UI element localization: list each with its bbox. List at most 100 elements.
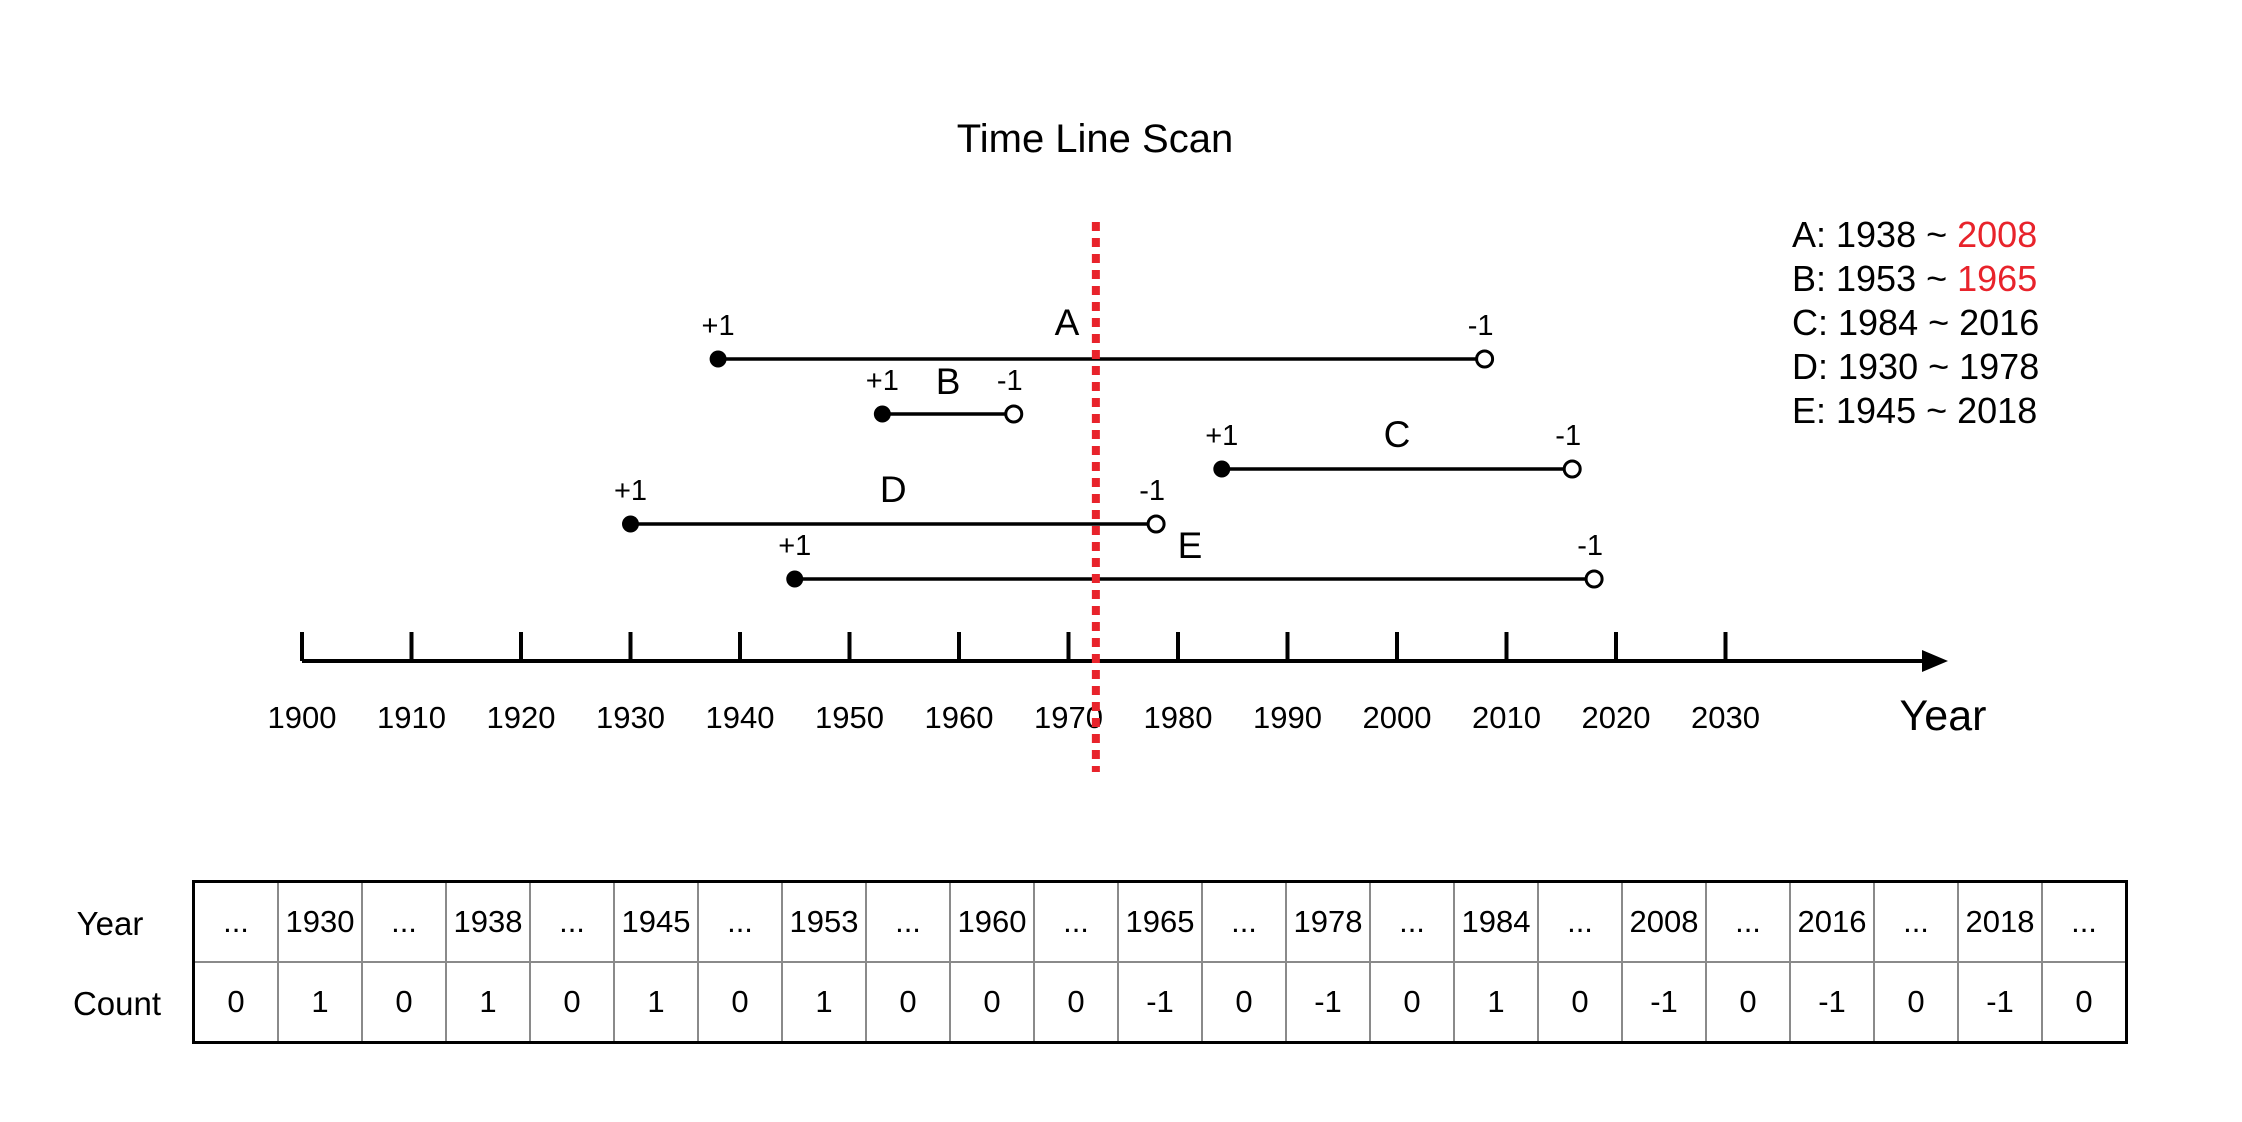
interval-name-label: C	[1384, 414, 1411, 455]
count-cell: 0	[697, 961, 783, 1044]
legend-item-end: 2018	[1957, 390, 2037, 431]
count-cell: 0	[1705, 961, 1791, 1044]
axis-tick-label: 2000	[1363, 700, 1432, 735]
year-cell: ...	[1873, 880, 1959, 963]
axis-tick-label: 2020	[1582, 700, 1651, 735]
axis-tick-label: 1910	[377, 700, 446, 735]
start-point-filled-icon	[873, 405, 891, 423]
year-row: ... 1930... 1938... 1945... 1953... 1960... 19…	[192, 880, 2128, 963]
start-point-filled-icon	[622, 515, 639, 533]
year-cell: 1930	[277, 880, 363, 963]
start-sign-label: +1	[866, 365, 899, 397]
legend-item-prefix: E: 1945 ~	[1792, 390, 1957, 431]
year-cell: 2008	[1621, 880, 1707, 963]
count-row: 0 1 0 1 0 1 0 1 0 0 0 -1 0 -1 0 1 0 -1 0 -1 0 -1 0	[192, 961, 2128, 1044]
count-cell: -1	[1285, 961, 1371, 1044]
year-cell: 1945	[613, 880, 699, 963]
interval-d: +1 -1 D	[614, 469, 1166, 534]
axis-tick-label: 1980	[1144, 700, 1213, 735]
axis-tick-label: 1960	[925, 700, 994, 735]
end-sign-label: -1	[1468, 310, 1494, 342]
count-cell: -1	[1957, 961, 2043, 1044]
count-cell: 0	[361, 961, 447, 1044]
year-cell: 1960	[949, 880, 1035, 963]
year-cell: 2018	[1957, 880, 2043, 963]
legend-item: C: 1984 ~ 2016	[1792, 302, 2039, 343]
count-table: ... 1930... 1938... 1945... 1953... 1960... 19…	[192, 880, 2128, 1044]
year-cell: 1984	[1453, 880, 1539, 963]
end-sign-label: -1	[1139, 475, 1165, 507]
end-sign-label: -1	[997, 365, 1023, 397]
legend-item-end: 1965	[1957, 258, 2037, 299]
count-cell: 0	[1201, 961, 1287, 1044]
diagram-title: Time Line Scan	[957, 117, 1233, 161]
end-sign-label: -1	[1555, 420, 1581, 452]
legend-item-prefix: D: 1930 ~	[1792, 346, 1959, 387]
interval-c: +1 -1 C	[1205, 414, 1582, 479]
start-point-filled-icon	[1213, 460, 1231, 478]
axis-tick-label: 1950	[815, 700, 884, 735]
legend-item-end: 2016	[1959, 302, 2039, 343]
year-cell: ...	[361, 880, 447, 963]
count-cell: -1	[1621, 961, 1707, 1044]
timeline-diagram: Time Line Scan 1900 1910 1920 1930 1940 1950 1…	[268, 117, 2039, 772]
axis-label: Year	[1900, 692, 1987, 740]
legend-item: A: 1938 ~ 2008	[1792, 214, 2037, 255]
count-cell: 1	[445, 961, 531, 1044]
start-point-filled-icon	[786, 570, 804, 588]
axis-arrow-icon	[1922, 650, 1948, 672]
year-cell: 1953	[781, 880, 867, 963]
year-cell: 1978	[1285, 880, 1371, 963]
intervals: +1 -1 A +1 -1 B +1 -1 C +1 -1 D +1 -1 E	[614, 302, 1604, 589]
start-sign-label: +1	[702, 310, 735, 342]
count-cell: -1	[1789, 961, 1875, 1044]
start-point-filled-icon	[709, 350, 727, 368]
axis-tick-label: 1940	[706, 700, 775, 735]
axis-tick-label: 1990	[1253, 700, 1322, 735]
legend-item: E: 1945 ~ 2018	[1792, 390, 2037, 431]
count-cell: 0	[865, 961, 951, 1044]
count-cell: -1	[1117, 961, 1203, 1044]
year-cell: ...	[1537, 880, 1623, 963]
year-cell: ...	[529, 880, 615, 963]
year-cell: ...	[865, 880, 951, 963]
year-cell: ...	[192, 880, 279, 963]
legend-item-prefix: A: 1938 ~	[1792, 214, 1957, 255]
start-sign-label: +1	[614, 475, 647, 507]
axis-tick-label: 1900	[268, 700, 337, 735]
year-cell: ...	[1033, 880, 1119, 963]
count-cell: 1	[277, 961, 363, 1044]
year-cell: ...	[1705, 880, 1791, 963]
interval-e: +1 -1 E	[778, 525, 1604, 589]
count-cell: 0	[529, 961, 615, 1044]
end-point-open-icon	[1584, 569, 1604, 589]
row-label-year: Year	[76, 905, 144, 942]
count-cell: 0	[1537, 961, 1623, 1044]
axis-tick-label: 1930	[596, 700, 665, 735]
count-cell: 1	[613, 961, 699, 1044]
axis-tick-label: 1920	[487, 700, 556, 735]
count-cell: 1	[1453, 961, 1539, 1044]
legend-item-prefix: C: 1984 ~	[1792, 302, 1959, 343]
count-cell: 0	[1369, 961, 1455, 1044]
count-cell: 0	[1873, 961, 1959, 1044]
count-cell: 0	[192, 961, 279, 1044]
year-cell: ...	[2041, 880, 2128, 963]
year-cell: 2016	[1789, 880, 1875, 963]
end-point-open-icon	[1562, 459, 1582, 479]
year-axis: 1900 1910 1920 1930 1940 1950 1960 1970 1980 1990…	[268, 632, 1987, 740]
legend-item-end: 1978	[1959, 346, 2039, 387]
axis-tick-label: 1970	[1034, 700, 1103, 735]
count-cell: 0	[2041, 961, 2128, 1044]
end-point-open-icon	[1475, 349, 1495, 369]
year-cell: ...	[697, 880, 783, 963]
legend-item: B: 1953 ~ 1965	[1792, 258, 2037, 299]
count-cell: 0	[949, 961, 1035, 1044]
end-point-open-icon	[1146, 514, 1166, 534]
legend-item-prefix: B: 1953 ~	[1792, 258, 1957, 299]
year-cell: 1965	[1117, 880, 1203, 963]
end-point-open-icon	[1004, 404, 1024, 424]
count-cell: 0	[1033, 961, 1119, 1044]
start-sign-label: +1	[1205, 420, 1238, 452]
